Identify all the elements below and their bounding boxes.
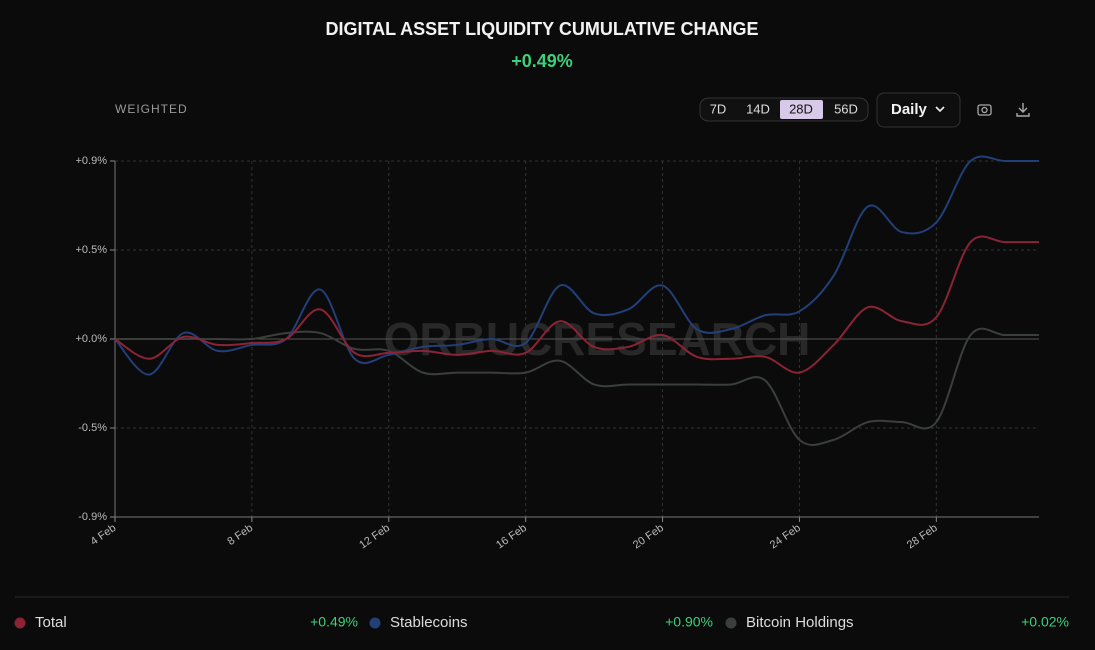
y-tick-label: +0.5% [76, 244, 108, 256]
legend-swatch [14, 617, 26, 629]
legend-swatch [725, 617, 737, 629]
weighting-label: WEIGHTED [115, 102, 188, 116]
legend-label: Total [35, 614, 67, 631]
range-button[interactable]: 7D [710, 101, 727, 116]
range-button[interactable]: 14D [746, 101, 770, 116]
y-tick-label: +0.9% [76, 155, 108, 167]
chart-title: DIGITAL ASSET LIQUIDITY CUMULATIVE CHANG… [325, 19, 758, 39]
legend-change: +0.90% [665, 614, 713, 630]
legend-label: Stablecoins [390, 614, 468, 631]
chart-subtitle: +0.49% [511, 51, 573, 71]
legend-label: Bitcoin Holdings [746, 614, 854, 631]
interval-dropdown[interactable] [876, 92, 961, 128]
range-button[interactable]: 56D [834, 101, 858, 116]
camera-icon[interactable] [977, 104, 992, 116]
series-line [114, 235, 1039, 374]
y-tick-label: +0.0% [76, 333, 108, 345]
interval-label[interactable]: Daily [891, 101, 928, 118]
legend-swatch [369, 617, 381, 629]
dropdown-chevron [935, 106, 945, 113]
legend-change: +0.49% [310, 614, 358, 630]
series-line [115, 327, 1039, 446]
range-button-active [780, 100, 823, 119]
range-button[interactable]: 28D [789, 101, 813, 116]
y-tick-label: -0.9% [78, 511, 107, 523]
legend-change: +0.02% [1021, 614, 1069, 630]
download-icon[interactable] [1016, 103, 1030, 117]
y-tick-label: -0.5% [78, 422, 107, 434]
series-line [114, 155, 1039, 376]
